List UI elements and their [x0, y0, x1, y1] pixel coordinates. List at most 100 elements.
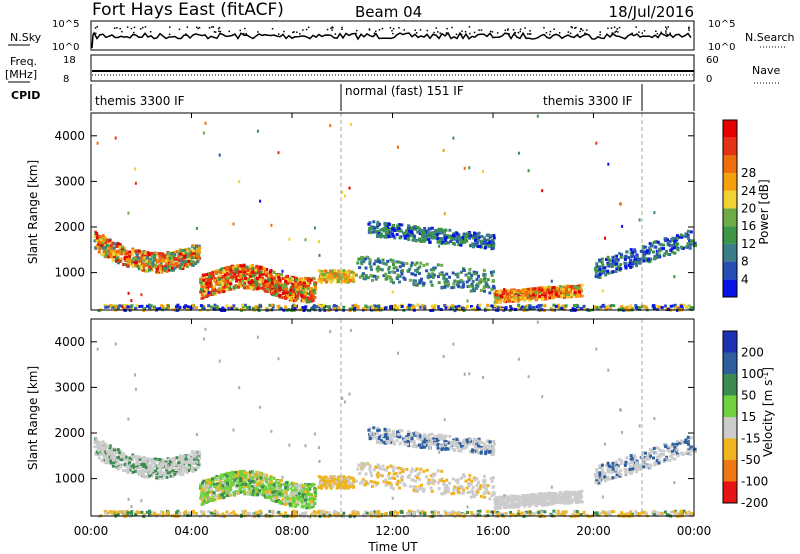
velocity-echo-cell — [118, 463, 122, 467]
nsearch-dot — [389, 27, 392, 29]
power-echo-cell — [394, 265, 398, 269]
power-echo-cell — [476, 284, 480, 288]
power-echo-cell — [417, 237, 421, 241]
power-echo-cell — [482, 279, 486, 283]
power-echo-cell — [406, 234, 410, 237]
power-echo-cell — [511, 307, 515, 311]
power-echo-cell — [283, 276, 287, 280]
power-echo-cell — [387, 267, 391, 271]
power-echo-cell — [573, 291, 577, 295]
power-echo-cell — [130, 304, 134, 308]
power-echo-cell — [391, 260, 395, 263]
power-echo-cell — [602, 304, 606, 308]
power-echo-cell — [142, 263, 146, 267]
power-echo-cell — [184, 304, 188, 308]
power-echo-cell — [247, 305, 251, 309]
power-echo-cell — [574, 289, 578, 293]
power-echo-cell — [131, 264, 135, 268]
velocity-echo-cell — [140, 463, 144, 467]
power-echo-cell — [265, 274, 268, 278]
power-echo-cell — [313, 282, 317, 286]
power-echo-cell — [229, 269, 233, 273]
power-echo-cell — [203, 289, 206, 293]
power-echo-cell — [263, 278, 266, 282]
power-echo-cell — [109, 304, 113, 308]
velocity-echo-cell — [333, 475, 337, 479]
power-echo-cell — [516, 306, 520, 310]
nsearch-dot — [392, 32, 394, 35]
velocity-echo-cell — [226, 482, 229, 486]
power-echo-cell — [373, 274, 377, 278]
power-echo-cell — [604, 273, 608, 277]
power-echo-cell — [373, 228, 377, 232]
power-echo-cell — [469, 289, 473, 293]
velocity-echo-cell — [140, 472, 144, 476]
power-echo-cell — [674, 305, 678, 309]
power-echo-cell — [662, 247, 665, 251]
power-echo-cell — [311, 276, 315, 280]
power-echo-cell — [482, 274, 486, 277]
power-echo-cell — [538, 295, 542, 298]
power-echo-cell — [435, 233, 439, 237]
power-echo-cell — [477, 235, 481, 239]
velocity-echo-cell — [225, 474, 229, 478]
power-echo-cell — [346, 280, 350, 284]
power-echo-cell — [652, 306, 656, 310]
power-echo-cell — [406, 306, 410, 309]
power-echo-cell — [577, 290, 581, 294]
power-echo-cell — [301, 287, 305, 291]
power-echo-cell — [492, 234, 496, 237]
nsearch-dot — [435, 27, 437, 29]
power-echo-cell — [598, 258, 602, 262]
power-echo-cell — [159, 257, 163, 261]
power-echo-cell — [278, 278, 282, 282]
power-echo-cell — [686, 233, 690, 237]
nsearch-dot — [302, 29, 304, 31]
velocity-echo-cell — [161, 461, 165, 465]
power-echo-cell — [385, 274, 389, 278]
power-echo-cell — [333, 269, 337, 273]
power-echo-cell — [208, 275, 212, 279]
power-echo-cell — [443, 280, 447, 284]
power-echo-cell — [328, 278, 332, 282]
power-echo-cell — [650, 243, 654, 247]
power-echo-cell — [504, 307, 508, 311]
power-echo-cell — [491, 279, 495, 283]
velocity-echo-cell — [125, 457, 129, 461]
power-echo-cell — [197, 257, 201, 261]
power-echo-cell — [489, 270, 493, 274]
power-echo-cell — [178, 264, 182, 268]
power-echo-cell — [437, 281, 441, 285]
power-echo-cell — [437, 227, 441, 231]
power-echo-cell — [559, 292, 563, 295]
power-echo-cell — [562, 290, 565, 294]
power-echo-cell — [668, 239, 672, 243]
power-echo-cell — [413, 263, 417, 267]
velocity-echo-cell — [190, 451, 194, 455]
power-echo-cell — [173, 253, 177, 256]
power-echo-cell — [656, 241, 660, 244]
power-echo-cell — [376, 269, 380, 273]
power-echo-cell — [112, 242, 116, 246]
velocity-echo-cell — [261, 492, 265, 496]
power-echo-cell — [673, 246, 676, 250]
power-echo-cell — [241, 303, 245, 307]
nsearch-dot — [373, 32, 376, 34]
power-echo-cell — [556, 305, 560, 309]
power-echo-cell — [255, 264, 259, 268]
power-echo-cell — [658, 242, 662, 246]
velocity-echo-cell — [93, 441, 97, 445]
power-echo-cell — [663, 304, 667, 308]
velocity-echo-cell — [217, 487, 221, 491]
power-echo-cell — [267, 288, 271, 292]
power-echo-cell — [525, 289, 529, 293]
nsearch-dot — [439, 32, 441, 34]
power-echo-cell — [299, 282, 303, 286]
velocity-echo-cell — [180, 464, 184, 468]
power-echo-cell — [304, 292, 307, 296]
power-echo-cell — [350, 270, 354, 274]
power-echo-cell — [365, 255, 369, 259]
power-echo-cell — [276, 286, 280, 290]
power-echo-cell — [443, 212, 446, 216]
velocity-echo-cell — [104, 451, 108, 455]
